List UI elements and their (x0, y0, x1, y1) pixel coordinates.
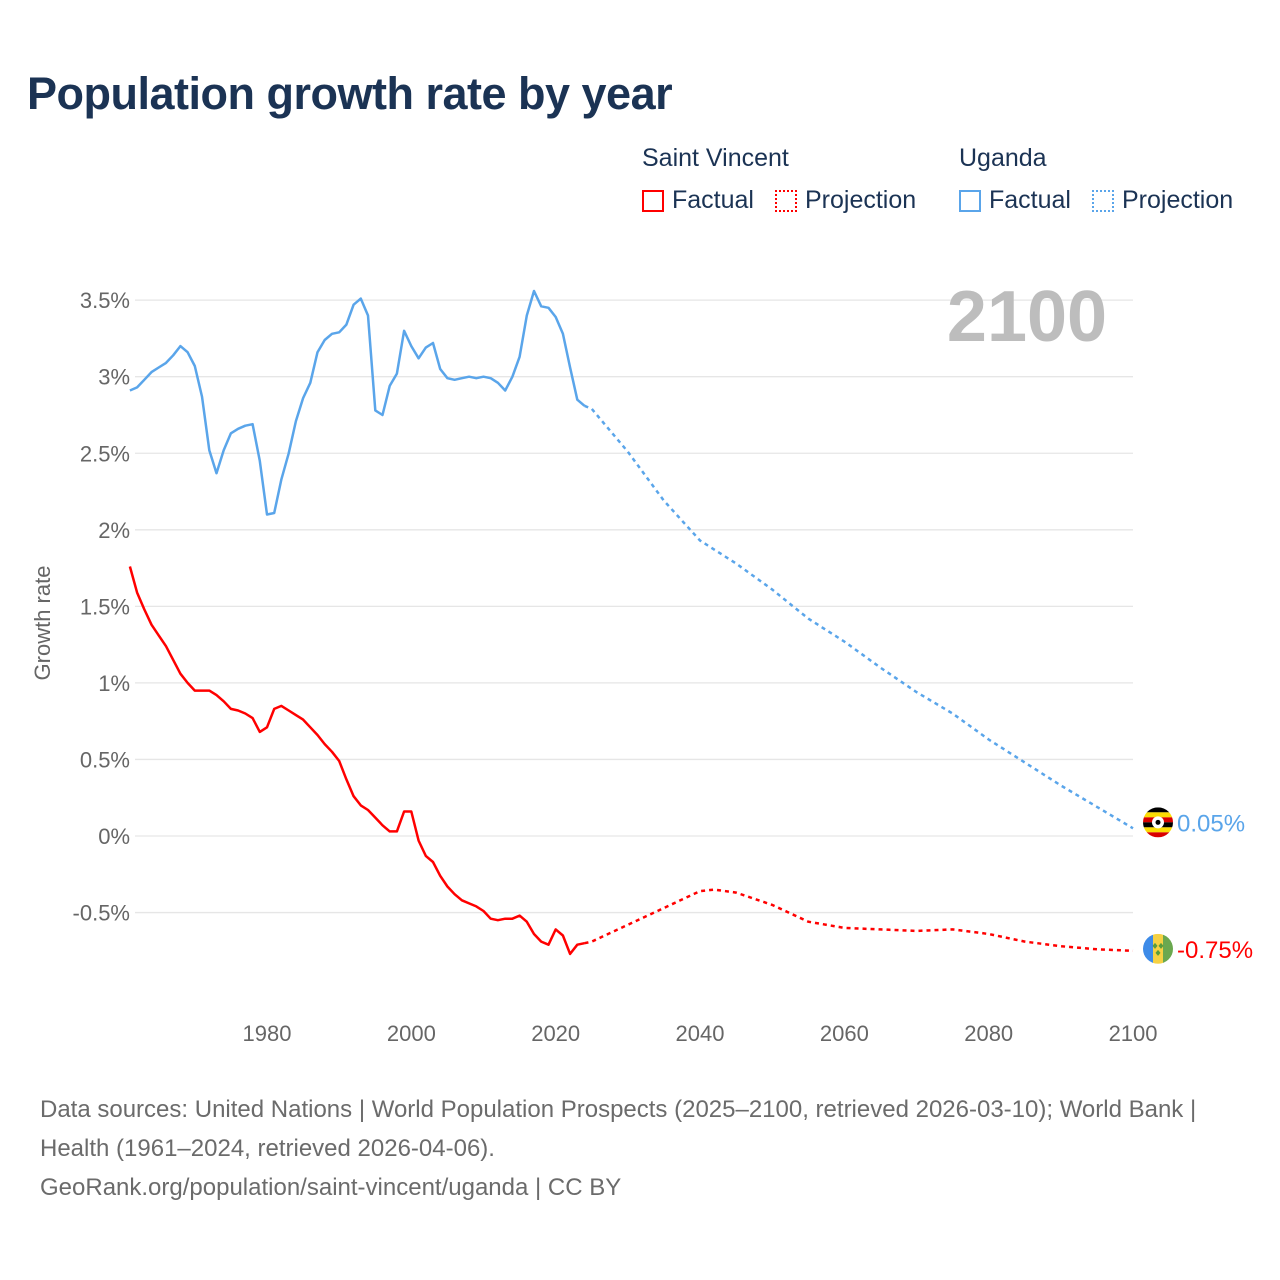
x-tick-label: 2080 (964, 1021, 1013, 1046)
x-tick-label: 2040 (676, 1021, 725, 1046)
legend-label: Projection (1122, 186, 1234, 214)
uganda-projection-line (584, 404, 1134, 830)
y-tick-label: 1% (98, 671, 130, 696)
y-tick-label: 2.5% (80, 441, 130, 466)
data-sources: Data sources: United Nations | World Pop… (40, 1096, 1197, 1162)
x-tick-label: 2100 (1109, 1021, 1158, 1046)
uganda-flag-icon (1143, 807, 1173, 838)
y-tick-label: 1.5% (80, 594, 130, 619)
y-tick-label: 0.5% (80, 747, 130, 772)
saint-vincent-factual-line (128, 566, 585, 956)
legend-group-saint-vincent: Saint Vincent (642, 144, 789, 172)
y-axis-label: Growth rate (30, 566, 55, 681)
year-indicator: 2100 (947, 277, 1107, 357)
y-tick-label: 3.5% (80, 288, 130, 313)
saint-vincent-flag-icon (1143, 933, 1173, 964)
y-tick-label: 3% (98, 365, 130, 390)
y-tick-label: 0% (98, 824, 130, 849)
uganda-factual-line (129, 289, 586, 516)
x-tick-label: 2060 (820, 1021, 869, 1046)
y-tick-label: 2% (98, 518, 130, 543)
footer: Data sources: United Nations | World Pop… (40, 1090, 1240, 1207)
legend-swatch-solid (959, 189, 981, 212)
legend-uganda-projection[interactable]: Projection (1092, 186, 1233, 215)
legend-saint-vincent-factual[interactable]: Factual (642, 186, 754, 215)
legend-uganda-factual[interactable]: Factual (959, 186, 1071, 215)
x-tick-label: 2020 (531, 1021, 580, 1046)
legend-swatch-dotted (775, 189, 797, 212)
uganda-end-label: 0.05% (1177, 810, 1245, 837)
source-link[interactable]: GeoRank.org/population/saint-vincent/uga… (40, 1174, 622, 1201)
legend-label: Projection (805, 186, 917, 214)
legend-label: Factual (989, 186, 1071, 214)
saint-vincent-end-label: -0.75% (1177, 937, 1253, 964)
x-tick-label: 2000 (387, 1021, 436, 1046)
chart-title: Population growth rate by year (27, 68, 673, 119)
legend-saint-vincent-projection[interactable]: Projection (775, 186, 916, 215)
legend-swatch-dotted (1092, 189, 1114, 212)
x-tick-label: 1980 (243, 1021, 292, 1046)
legend-group-uganda: Uganda (959, 144, 1047, 172)
legend-label: Factual (672, 186, 754, 214)
legend-swatch-solid (642, 189, 664, 212)
y-tick-label: -0.5% (73, 901, 130, 926)
saint-vincent-projection-line (584, 888, 1134, 953)
